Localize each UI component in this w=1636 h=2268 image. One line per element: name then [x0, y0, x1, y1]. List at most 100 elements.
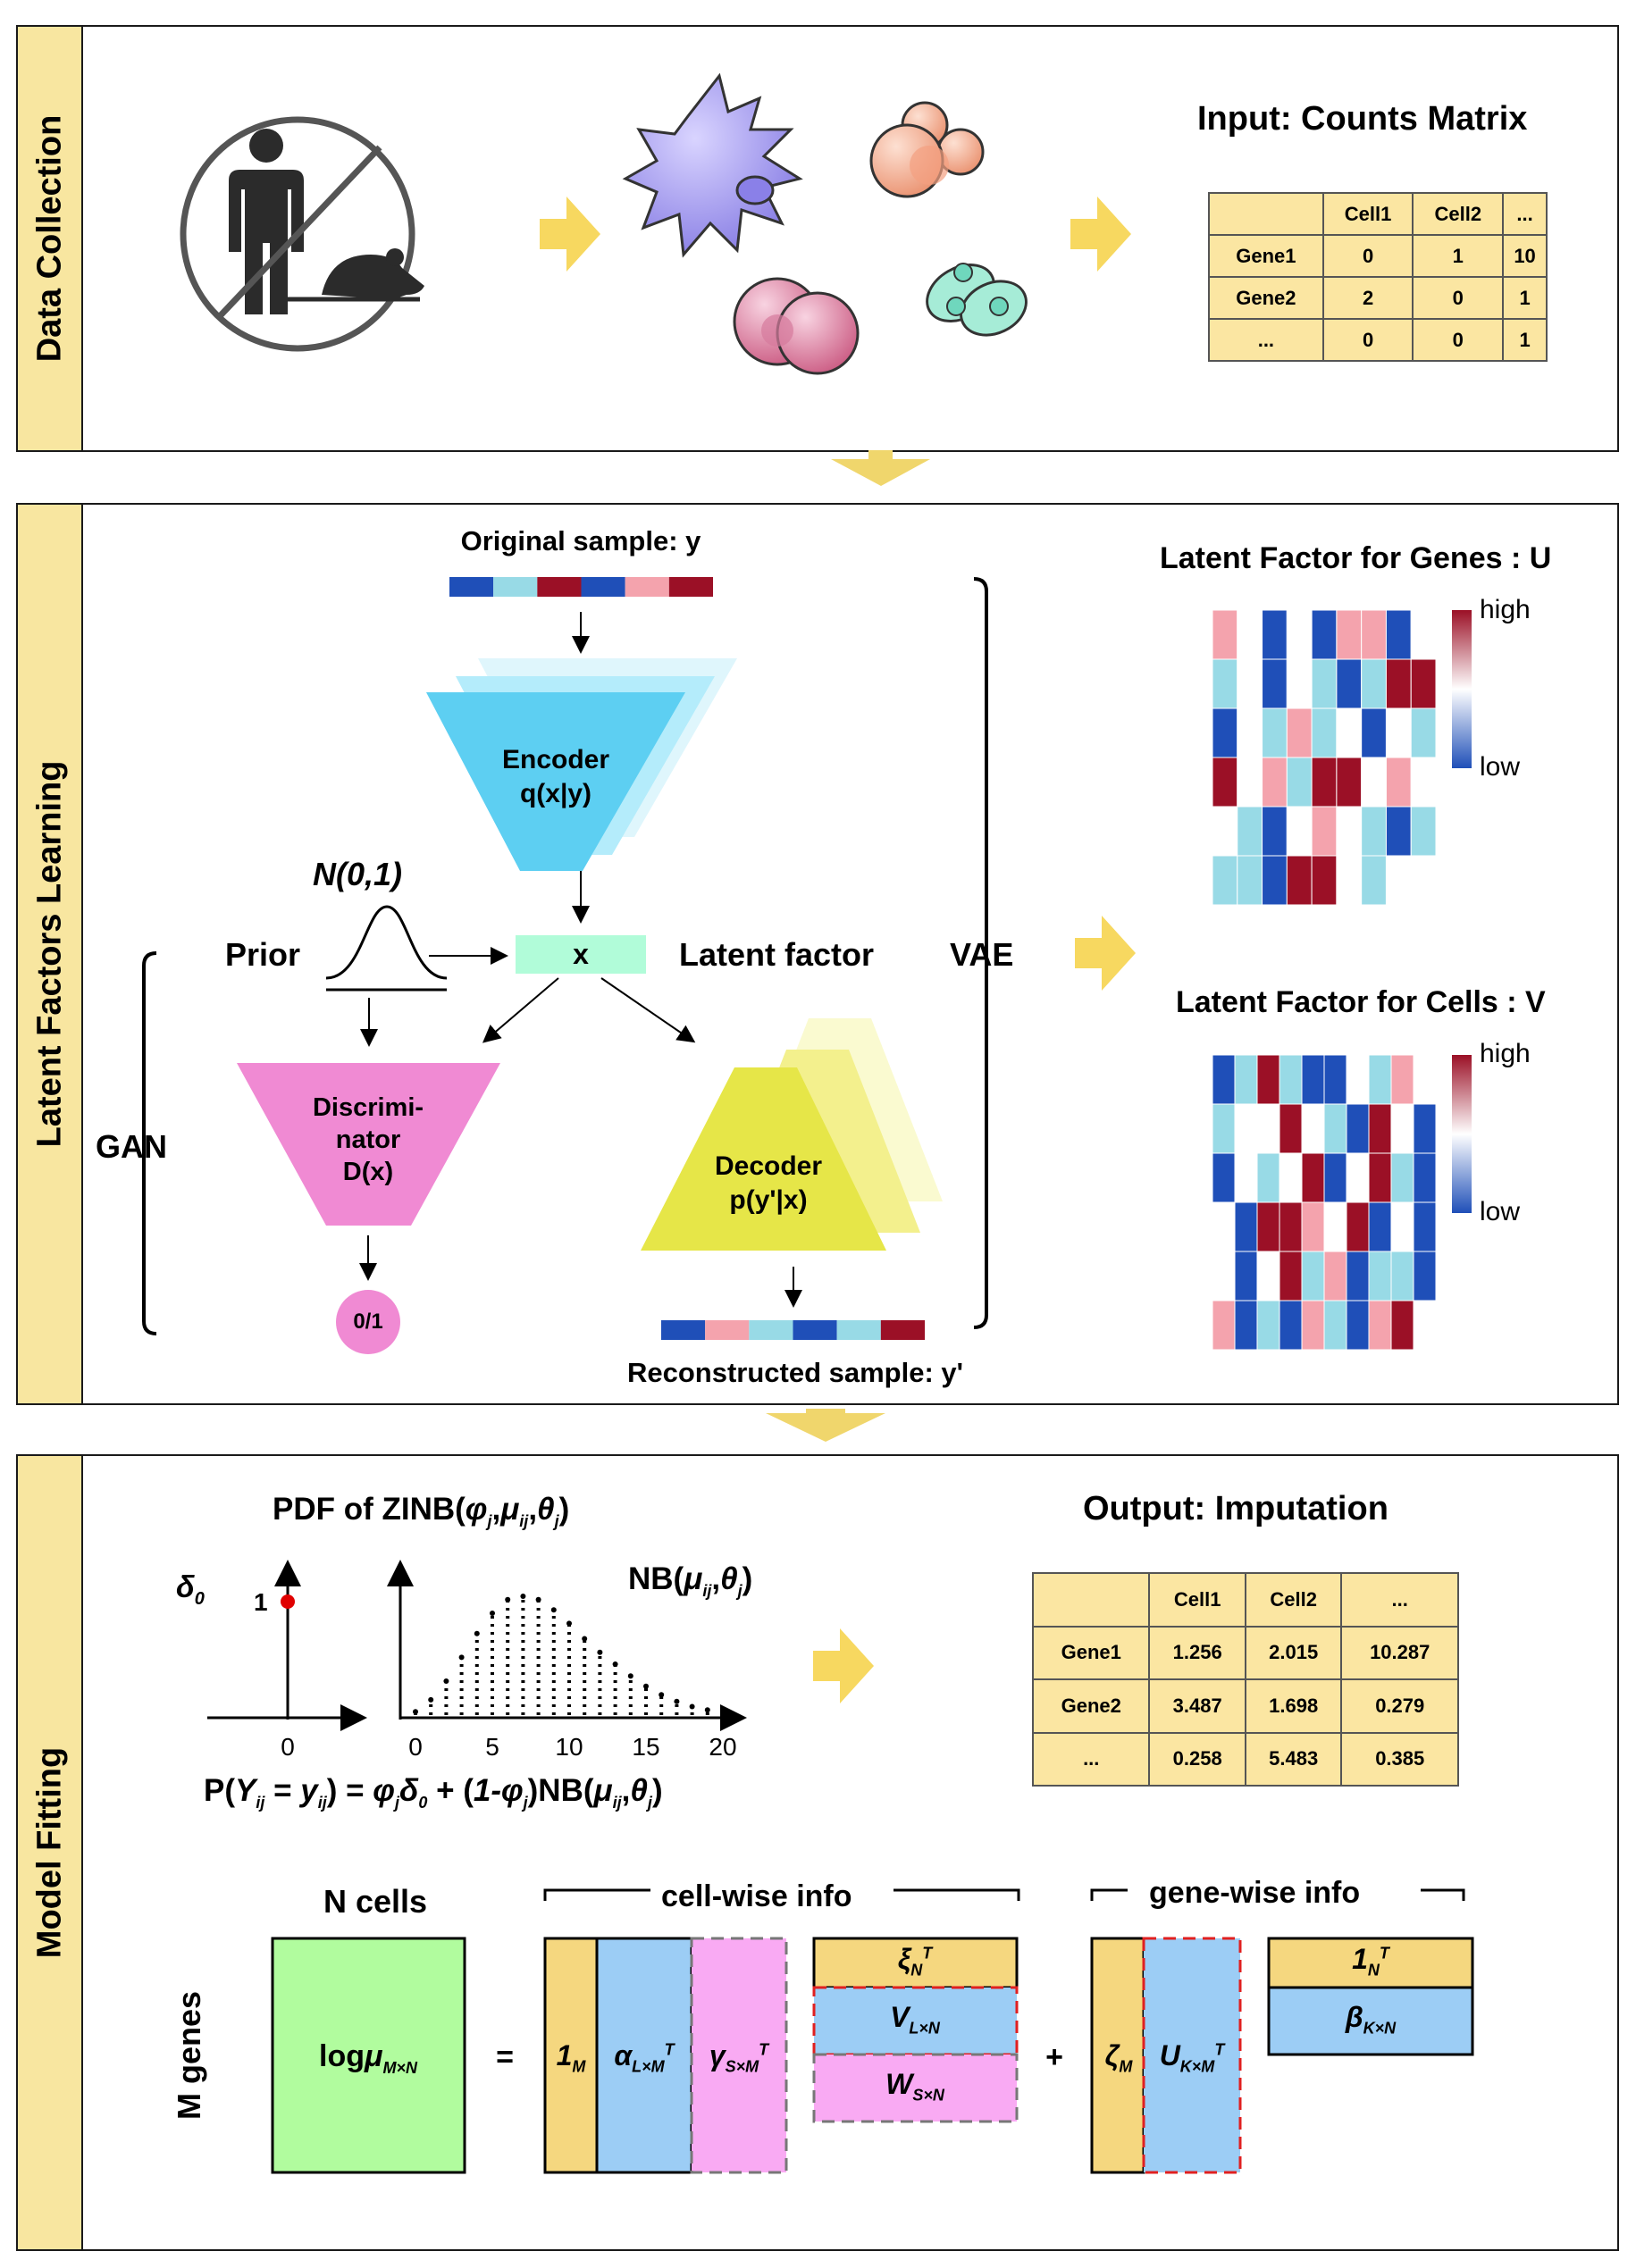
- output-cell-0-0: [1031, 1572, 1151, 1628]
- nb-point: [689, 1703, 695, 1710]
- genes-low-label: low: [1480, 752, 1521, 782]
- hm-cells-cell: [1323, 1054, 1347, 1105]
- output-cell-3-0: ...: [1031, 1731, 1151, 1787]
- disc-line1: Discrimi-: [312, 1093, 424, 1122]
- nb-tick-label: 0: [408, 1733, 423, 1761]
- bar-recon-segment: [661, 1320, 706, 1340]
- nb-point: [643, 1683, 649, 1689]
- nb-tick-label: 5: [485, 1733, 499, 1761]
- zinb-formula: P(Yij = yij) = φjδ0 + (1-φj)NB(μij,θj): [204, 1773, 663, 1812]
- hm-genes-cell: [1385, 855, 1412, 906]
- hm-cells-cell: [1256, 1152, 1280, 1203]
- bar-orig-segment: [449, 577, 494, 597]
- hm-cells-cell: [1301, 1300, 1325, 1351]
- output-cell-3-2: 5.483: [1244, 1731, 1343, 1787]
- nb-point: [582, 1636, 588, 1642]
- hm-cells-cell: [1301, 1251, 1325, 1301]
- hm-cells-cell: [1212, 1300, 1236, 1351]
- delta-one-tick: 1: [254, 1588, 268, 1616]
- arrow-right-4: [813, 1628, 874, 1703]
- delta-plot: [207, 1560, 367, 1731]
- discriminator-output: 0/1: [353, 1310, 383, 1334]
- input-cell-0-3: ...: [1502, 192, 1548, 236]
- hm-genes-cell: [1385, 609, 1412, 660]
- input-cell-0-0: [1208, 192, 1324, 236]
- genes-heatmap: [1212, 609, 1437, 906]
- arrow-right-2: [1070, 197, 1131, 272]
- hm-genes-cell: [1410, 757, 1437, 808]
- nb-tick-label: 20: [709, 1733, 737, 1761]
- hm-genes-cell: [1336, 609, 1363, 660]
- hm-genes-cell: [1385, 707, 1412, 758]
- output-cell-1-1: 1.256: [1148, 1625, 1246, 1680]
- cells-high-label: high: [1480, 1039, 1531, 1068]
- hm-cells-cell: [1234, 1054, 1258, 1105]
- nb-tick-label: 15: [632, 1733, 660, 1761]
- u-label: UK×MT: [1159, 2039, 1225, 2076]
- hm-genes-cell: [1237, 806, 1263, 857]
- nb-point: [458, 1654, 465, 1661]
- encoder-line1: Encoder: [501, 745, 610, 774]
- original-sample-bar: [449, 577, 713, 597]
- hm-genes-cell: [1286, 757, 1313, 808]
- hm-genes-cell: [1262, 609, 1288, 660]
- input-cell-0-1: Cell1: [1321, 192, 1414, 236]
- nb-point: [597, 1649, 603, 1655]
- output-cell-0-2: Cell2: [1244, 1572, 1343, 1628]
- hm-genes-cell: [1212, 757, 1238, 808]
- hm-genes-cell: [1212, 707, 1238, 758]
- alpha-label: αL×MT: [614, 2039, 675, 2076]
- nb-point: [535, 1596, 541, 1603]
- hm-cells-cell: [1413, 1054, 1437, 1105]
- hm-cells-cell: [1390, 1300, 1414, 1351]
- hm-cells-cell: [1256, 1201, 1280, 1252]
- hm-cells-cell: [1234, 1300, 1258, 1351]
- colorbar-cells: [1452, 1055, 1472, 1213]
- beta-label: βK×N: [1345, 2001, 1397, 2038]
- hm-genes-cell: [1361, 658, 1387, 709]
- hm-genes-cell: [1237, 855, 1263, 906]
- hm-genes-cell: [1410, 855, 1437, 906]
- nb-point: [428, 1696, 434, 1703]
- section-label-latent-learning: Latent Factors Learning: [16, 503, 83, 1405]
- hm-cells-cell: [1279, 1201, 1303, 1252]
- hm-genes-cell: [1361, 609, 1387, 660]
- nb-tick-label: 10: [555, 1733, 583, 1761]
- nb-point: [704, 1707, 710, 1713]
- hm-cells-cell: [1323, 1152, 1347, 1203]
- nb-point: [443, 1678, 449, 1684]
- hm-cells-cell: [1413, 1201, 1437, 1252]
- zeta-vector: [1090, 1937, 1145, 2174]
- w-label: WS×N: [885, 2068, 944, 2105]
- input-cell-2-2: 0: [1412, 276, 1505, 320]
- nb-plot: [387, 1560, 747, 1731]
- hm-genes-cell: [1262, 757, 1288, 808]
- nb-point: [612, 1661, 618, 1667]
- hm-cells-cell: [1212, 1103, 1236, 1154]
- genes-heatmap-title: Latent Factor for Genes : U: [1160, 541, 1552, 575]
- hm-cells-cell: [1279, 1054, 1303, 1105]
- nb-point: [550, 1607, 557, 1613]
- hm-genes-cell: [1410, 806, 1437, 857]
- original-sample-label: Original sample: y: [460, 525, 701, 557]
- output-cell-2-1: 3.487: [1148, 1678, 1246, 1734]
- zeta-label: ζM: [1104, 2039, 1133, 2076]
- output-cell-1-0: Gene1: [1031, 1625, 1151, 1680]
- hm-genes-cell: [1336, 757, 1363, 808]
- output-cell-1-3: 10.287: [1340, 1625, 1459, 1680]
- hm-cells-cell: [1301, 1054, 1325, 1105]
- hm-genes-cell: [1212, 658, 1238, 709]
- input-cell-1-3: 10: [1502, 234, 1548, 278]
- hm-genes-cell: [1410, 707, 1437, 758]
- latent-x-box: [516, 935, 646, 974]
- hm-genes-cell: [1262, 707, 1288, 758]
- hm-genes-cell: [1237, 658, 1263, 709]
- arrow-right-1: [540, 197, 600, 272]
- hm-cells-cell: [1301, 1103, 1325, 1154]
- bar-orig-segment: [493, 577, 538, 597]
- hm-genes-cell: [1385, 806, 1412, 857]
- hm-cells-cell: [1346, 1201, 1370, 1252]
- hm-cells-cell: [1323, 1251, 1347, 1301]
- input-title: Input: Counts Matrix: [1197, 100, 1528, 138]
- hm-genes-cell: [1311, 757, 1338, 808]
